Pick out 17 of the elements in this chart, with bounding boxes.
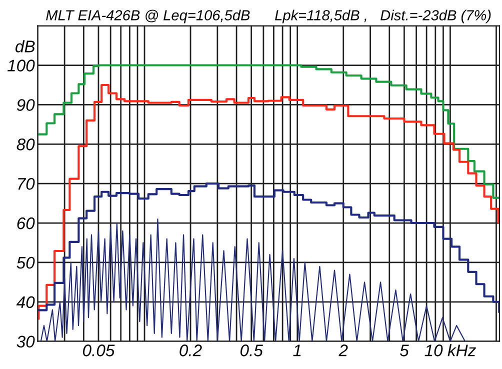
y-tick-label: 40 xyxy=(16,296,35,308)
x-tick-label: 10 kHz xyxy=(424,344,476,356)
x-tick-label: 2 xyxy=(338,344,348,356)
y-tick-label: 30 xyxy=(16,336,35,348)
y-tick-label: 60 xyxy=(17,217,35,230)
y-tick-label: 100 xyxy=(8,60,35,72)
y-tick-label: 80 xyxy=(16,138,35,150)
y-axis-title: dB xyxy=(16,40,35,52)
x-tick-label: 0.05 xyxy=(82,344,115,356)
y-tick-label: 90 xyxy=(16,99,35,111)
chart-title: MLT EIA-426B @ Leq=106,5dB Lpk=118,5dB , Dist.=-23dB (7%) xyxy=(46,10,491,24)
x-tick-label: 0.2 xyxy=(180,344,202,356)
x-tick-label: 0.5 xyxy=(240,344,263,356)
x-tick-label: 1 xyxy=(293,344,301,356)
y-tick-label: 70 xyxy=(18,178,35,190)
y-tick-label: 50 xyxy=(16,256,35,269)
x-tick-label: 5 xyxy=(400,344,409,356)
